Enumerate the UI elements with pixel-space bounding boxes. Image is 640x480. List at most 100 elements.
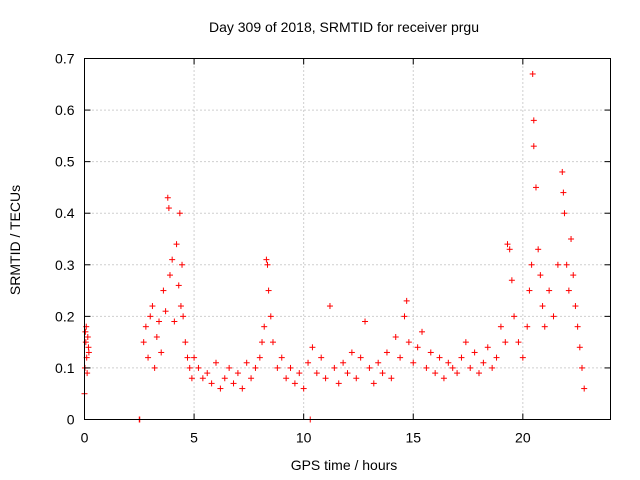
data-point bbox=[541, 323, 548, 330]
y-tick-label: 0.1 bbox=[55, 360, 75, 376]
data-point bbox=[423, 364, 430, 371]
data-point bbox=[267, 313, 274, 320]
data-point bbox=[570, 272, 577, 279]
data-point bbox=[274, 364, 281, 371]
data-point bbox=[539, 303, 546, 310]
data-point bbox=[449, 364, 456, 371]
data-point bbox=[156, 318, 163, 325]
data-point bbox=[278, 354, 285, 361]
data-point bbox=[265, 287, 272, 294]
data-point bbox=[526, 287, 533, 294]
data-point bbox=[563, 261, 570, 268]
data-point bbox=[263, 256, 270, 263]
data-point bbox=[519, 354, 526, 361]
data-point bbox=[414, 344, 421, 351]
data-point bbox=[397, 354, 404, 361]
data-point bbox=[204, 370, 211, 377]
data-point bbox=[318, 354, 325, 361]
data-point bbox=[348, 349, 355, 356]
data-point bbox=[305, 359, 312, 366]
y-tick-label: 0.5 bbox=[55, 154, 75, 170]
data-point bbox=[445, 359, 452, 366]
data-point bbox=[188, 375, 195, 382]
data-point bbox=[243, 359, 250, 366]
data-point bbox=[186, 364, 193, 371]
data-point bbox=[221, 375, 228, 382]
data-point bbox=[537, 272, 544, 279]
data-point bbox=[436, 354, 443, 361]
data-point bbox=[213, 359, 219, 366]
data-point bbox=[84, 333, 91, 340]
data-point bbox=[82, 339, 89, 346]
data-point bbox=[259, 339, 266, 346]
data-point bbox=[462, 339, 469, 346]
data-point bbox=[309, 344, 316, 351]
chart-title: Day 309 of 2018, SRMTID for receiver prg… bbox=[209, 19, 479, 35]
data-point bbox=[546, 287, 553, 294]
x-axis-label: GPS time / hours bbox=[291, 457, 398, 473]
data-point bbox=[283, 375, 290, 382]
data-point bbox=[440, 375, 447, 382]
data-point bbox=[576, 344, 583, 351]
data-point bbox=[550, 313, 557, 320]
data-point bbox=[230, 380, 237, 387]
data-point bbox=[403, 297, 410, 304]
data-point bbox=[182, 339, 189, 346]
data-point bbox=[532, 184, 539, 191]
data-point bbox=[357, 354, 364, 361]
data-point bbox=[401, 313, 408, 320]
gridlines bbox=[84, 58, 611, 420]
plot-frame bbox=[84, 58, 611, 420]
axis-ticks: 0 0.1 0.2 0.3 0.4 0.5 0.6 0.7 0 5 10 15 20 bbox=[55, 51, 611, 446]
data-point bbox=[85, 344, 92, 351]
data-point bbox=[504, 241, 511, 248]
x-tick-label: 0 bbox=[81, 430, 89, 446]
data-point bbox=[256, 354, 263, 361]
data-point bbox=[82, 328, 89, 335]
data-point bbox=[515, 339, 522, 346]
data-point bbox=[535, 246, 542, 253]
data-point bbox=[217, 385, 224, 392]
data-point bbox=[560, 189, 567, 196]
x-tick-label: 5 bbox=[190, 430, 198, 446]
data-point bbox=[164, 194, 171, 201]
data-point bbox=[528, 261, 535, 268]
data-point bbox=[234, 370, 241, 377]
data-point bbox=[199, 375, 206, 382]
data-point bbox=[176, 210, 183, 217]
data-point bbox=[171, 318, 178, 325]
data-point bbox=[322, 375, 329, 382]
data-point bbox=[574, 323, 581, 330]
data-point bbox=[427, 349, 434, 356]
data-point bbox=[248, 375, 255, 382]
data-point bbox=[145, 354, 152, 361]
y-tick-label: 0.2 bbox=[55, 308, 75, 324]
data-point bbox=[147, 313, 154, 320]
data-point bbox=[480, 359, 487, 366]
x-tick-label: 20 bbox=[515, 430, 531, 446]
data-point bbox=[149, 303, 156, 310]
data-point bbox=[353, 375, 360, 382]
data-point bbox=[151, 364, 158, 371]
data-point bbox=[458, 354, 465, 361]
data-point bbox=[493, 354, 500, 361]
data-point bbox=[405, 339, 412, 346]
data-point bbox=[226, 364, 233, 371]
data-point bbox=[410, 359, 417, 366]
y-tick-label: 0.4 bbox=[55, 205, 75, 221]
data-point bbox=[388, 375, 395, 382]
data-point bbox=[158, 349, 165, 356]
y-tick-label: 0.7 bbox=[55, 51, 75, 67]
data-point bbox=[208, 380, 215, 387]
y-tick-label: 0.6 bbox=[55, 102, 75, 118]
data-point bbox=[530, 117, 537, 124]
y-tick-label: 0.3 bbox=[55, 257, 75, 273]
data-point bbox=[165, 205, 172, 212]
data-point bbox=[313, 370, 320, 377]
data-point bbox=[239, 385, 246, 392]
y-tick-label: 0 bbox=[67, 412, 75, 428]
data-point bbox=[300, 385, 307, 392]
data-point bbox=[252, 364, 259, 371]
data-point bbox=[140, 339, 147, 346]
data-point bbox=[366, 364, 373, 371]
